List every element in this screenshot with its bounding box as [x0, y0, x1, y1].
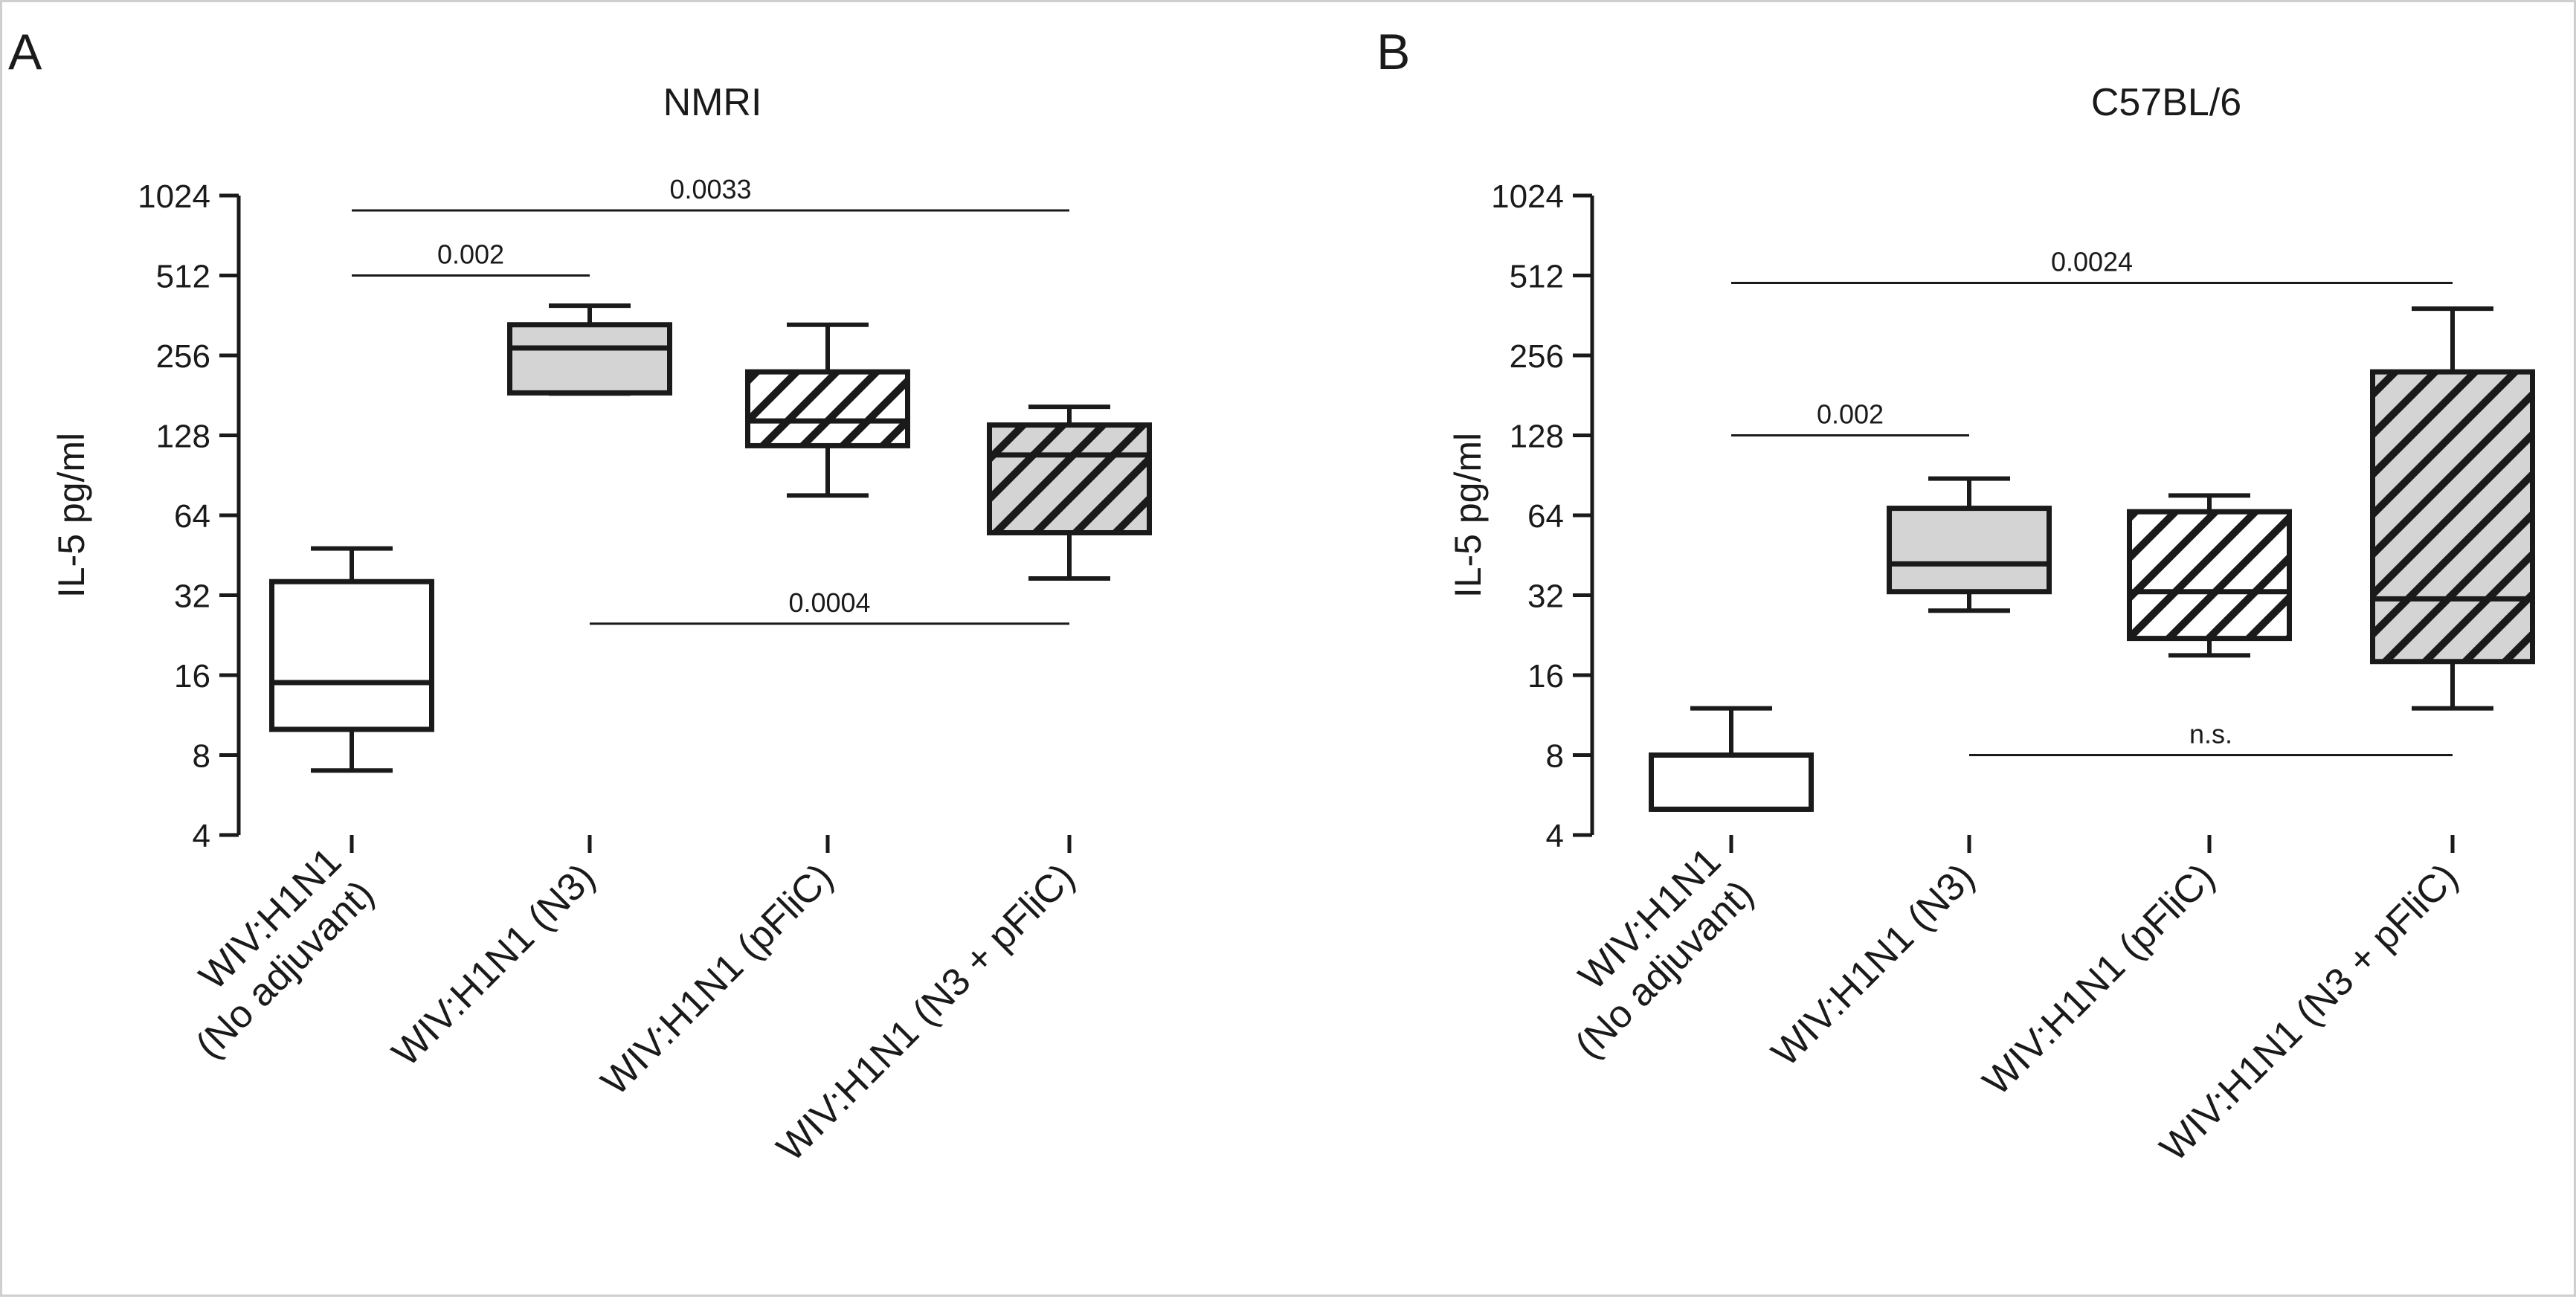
x-category-label-line: WIV:H1N1 (N3)	[1763, 855, 1983, 1074]
y-tick-label: 1024	[138, 178, 210, 215]
panel-letter: B	[1376, 24, 1410, 80]
x-category-label-line: WIV:H1N1 (pFliC)	[593, 855, 842, 1103]
box-outline	[507, 322, 672, 396]
x-category-label: WIV:H1N1 (pFliC)	[593, 855, 842, 1103]
y-tick-label: 8	[1546, 738, 1564, 775]
box-outline	[2370, 369, 2535, 665]
significance-label: 0.002	[1817, 399, 1884, 430]
y-axis-label: IL-5 pg/ml	[1447, 433, 1489, 598]
box-plot	[987, 404, 1152, 581]
box-plot	[2370, 306, 2535, 711]
x-category-label: WIV:H1N1 (pFliC)	[1975, 855, 2224, 1103]
significance-label: 0.0024	[2051, 247, 2133, 277]
y-tick-label: 16	[174, 658, 210, 694]
y-tick-label: 64	[174, 498, 210, 535]
significance-label: 0.002	[437, 239, 504, 270]
panel-title: NMRI	[663, 81, 762, 124]
y-tick-label: 256	[156, 338, 210, 375]
x-category-label: WIV:H1N1 (N3)	[1763, 855, 1983, 1074]
x-category-label-line: WIV:H1N1 (N3)	[384, 855, 603, 1074]
box-outline	[269, 578, 434, 732]
y-tick-label: 512	[1510, 259, 1564, 295]
box-outline	[2127, 509, 2292, 642]
y-tick-label: 64	[1527, 498, 1564, 535]
y-tick-label: 128	[156, 419, 210, 455]
box-fill	[271, 581, 432, 729]
significance-label: 0.0004	[788, 587, 870, 618]
panel-a: A NMRI 4 8 16 32 64 128 256 512 1024 IL-5 pg/ml 0.00…	[8, 24, 1152, 1170]
significance-label: n.s.	[2189, 719, 2232, 750]
significance-label: 0.0033	[669, 174, 751, 204]
y-tick-label: 256	[1510, 338, 1564, 375]
box-outline	[987, 422, 1152, 536]
y-tick-label: 1024	[1491, 178, 1564, 215]
panel-title: C57BL/6	[2091, 81, 2241, 124]
y-tick-label: 8	[193, 738, 210, 775]
box-fill	[1889, 508, 2049, 592]
box-plot	[507, 303, 672, 396]
box-plot	[1649, 706, 1814, 812]
box-hatch	[989, 425, 1150, 533]
x-category-label: WIV:H1N1 (N3)	[384, 855, 603, 1074]
box-hatch	[2372, 372, 2533, 662]
box-hatch	[747, 372, 908, 446]
box-fill	[1651, 755, 1812, 810]
box-plot	[745, 322, 910, 498]
x-category-label: WIV:H1N1(No adjuvant)	[155, 839, 383, 1067]
y-tick-label: 32	[174, 578, 210, 615]
box-hatch	[2129, 512, 2290, 639]
panel-b: B C57BL/6 4 8 16 32 64 128 256 512 1024 IL-5 pg/ml 0…	[1376, 24, 2535, 1170]
box-outline	[1887, 506, 2052, 595]
x-category-label-line: WIV:H1N1 (pFliC)	[1975, 855, 2224, 1103]
box-plot	[269, 546, 434, 773]
x-category-label: WIV:H1N1(No adjuvant)	[1535, 839, 1762, 1067]
y-tick-label: 512	[156, 259, 210, 295]
box-outline	[745, 369, 910, 448]
y-tick-label: 128	[1510, 419, 1564, 455]
y-tick-label: 16	[1527, 658, 1564, 694]
y-tick-label: 32	[1527, 578, 1564, 615]
box-plot	[2127, 493, 2292, 658]
box-plot	[1887, 476, 2052, 613]
panel-letter: A	[8, 24, 42, 80]
y-axis-label: IL-5 pg/ml	[51, 433, 92, 598]
y-tick-label: 4	[1546, 818, 1564, 854]
box-fill	[509, 324, 670, 393]
y-tick-label: 4	[193, 818, 210, 854]
